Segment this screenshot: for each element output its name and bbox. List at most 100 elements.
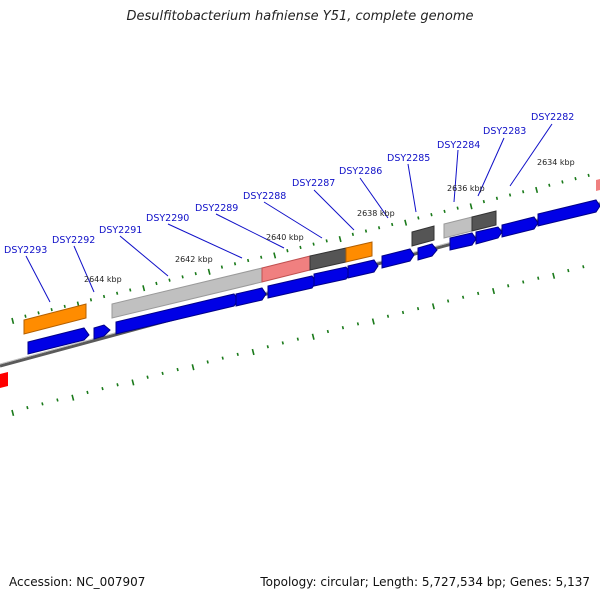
feature-orange[interactable] bbox=[23, 303, 87, 335]
tick-mark bbox=[416, 306, 420, 311]
tick-track-upper bbox=[11, 173, 590, 325]
tick-mark bbox=[326, 329, 330, 334]
tick-mark bbox=[351, 232, 355, 236]
feature-track bbox=[0, 179, 600, 388]
cds-arrow[interactable] bbox=[381, 248, 415, 269]
tick-mark bbox=[507, 284, 510, 288]
tick-mark bbox=[206, 360, 209, 364]
tick-mark bbox=[116, 383, 119, 387]
tick-mark bbox=[552, 272, 556, 279]
gene-label-DSY2285[interactable]: DSY2285 bbox=[387, 153, 430, 164]
tick-mark bbox=[443, 209, 446, 214]
cds-arrow[interactable] bbox=[313, 266, 351, 287]
cds-arrow[interactable] bbox=[449, 232, 477, 251]
tick-mark bbox=[89, 298, 93, 302]
tick-mark bbox=[115, 291, 119, 295]
gene-label-DSY2283[interactable]: DSY2283 bbox=[483, 126, 526, 137]
tick-mark bbox=[391, 222, 394, 227]
tick-mark bbox=[582, 265, 585, 269]
tick-mark bbox=[492, 287, 496, 295]
tick-mark bbox=[338, 235, 342, 243]
leader-DSY2285 bbox=[407, 163, 417, 213]
tick-mark bbox=[102, 294, 106, 299]
tick-mark bbox=[181, 275, 184, 279]
position-label-2642: 2642 kbp bbox=[175, 255, 213, 264]
leader-DSY2291 bbox=[119, 235, 169, 277]
tick-mark bbox=[131, 379, 135, 386]
tick-track-lower-a bbox=[11, 265, 585, 417]
cds-arrow[interactable] bbox=[475, 226, 503, 245]
gene-label-DSY2289[interactable]: DSY2289 bbox=[195, 203, 238, 214]
tick-mark bbox=[296, 337, 299, 341]
tick-mark bbox=[281, 341, 284, 345]
topology-label: Topology: circular; Length: 5,727,534 bp… bbox=[260, 575, 590, 589]
position-label-2644: 2644 kbp bbox=[84, 275, 122, 284]
gene-label-DSY2284[interactable]: DSY2284 bbox=[437, 140, 480, 151]
cds-arrow[interactable] bbox=[235, 287, 267, 307]
cds-arrow[interactable] bbox=[537, 199, 600, 227]
leader-DSY2292 bbox=[73, 245, 95, 293]
genome-title: Desulfitobacterium hafniense Y51, comple… bbox=[126, 9, 474, 24]
tick-mark bbox=[251, 348, 255, 356]
gene-label-DSY2291[interactable]: DSY2291 bbox=[99, 225, 142, 236]
cds-arrow[interactable] bbox=[501, 216, 539, 238]
feature-dark-gray-right[interactable] bbox=[471, 210, 497, 232]
feature-dark-gray-small[interactable] bbox=[411, 225, 435, 247]
cds-arrow[interactable] bbox=[347, 259, 379, 279]
tick-mark bbox=[142, 285, 146, 292]
gene-label-DSY2290[interactable]: DSY2290 bbox=[146, 213, 189, 224]
cds-arrow[interactable] bbox=[417, 243, 438, 261]
leader-DSY2282 bbox=[509, 123, 553, 187]
tick-mark bbox=[548, 183, 551, 187]
tick-mark bbox=[325, 239, 328, 243]
cds-track bbox=[27, 199, 600, 355]
gene-label-DSY2293[interactable]: DSY2293 bbox=[4, 245, 47, 256]
tick-mark bbox=[176, 367, 179, 372]
gene-label-DSY2288[interactable]: DSY2288 bbox=[243, 191, 286, 202]
position-label-2636: 2636 kbp bbox=[447, 184, 485, 193]
tick-mark bbox=[161, 371, 164, 376]
tick-mark bbox=[233, 262, 237, 266]
tick-mark bbox=[286, 249, 289, 253]
feature-pink-edge[interactable] bbox=[596, 179, 600, 191]
tick-mark bbox=[146, 375, 149, 379]
cds-arrow[interactable] bbox=[93, 324, 111, 340]
tick-mark bbox=[469, 203, 473, 210]
tick-mark bbox=[477, 291, 480, 296]
gene-label-DSY2282[interactable]: DSY2282 bbox=[531, 112, 574, 123]
tick-mark bbox=[356, 322, 360, 326]
tick-mark bbox=[561, 180, 564, 184]
tick-mark bbox=[371, 318, 375, 325]
cds-arrow[interactable] bbox=[267, 275, 317, 299]
gene-label-DSY2287[interactable]: DSY2287 bbox=[292, 178, 335, 189]
tick-mark bbox=[26, 405, 29, 410]
leader-DSY2293 bbox=[25, 255, 51, 303]
tick-mark bbox=[220, 265, 224, 269]
tick-mark bbox=[86, 390, 89, 395]
cds-arrow[interactable] bbox=[27, 327, 90, 355]
tick-mark bbox=[299, 245, 302, 250]
tick-mark bbox=[386, 314, 390, 318]
feature-red-edge[interactable] bbox=[0, 372, 8, 388]
feature-orange-small[interactable] bbox=[345, 241, 373, 263]
leader-DSY2286 bbox=[359, 177, 389, 219]
tick-mark bbox=[56, 398, 59, 402]
tick-mark bbox=[191, 364, 195, 371]
tick-mark bbox=[431, 303, 435, 310]
position-label-2640: 2640 kbp bbox=[266, 233, 304, 242]
gene-label-DSY2292[interactable]: DSY2292 bbox=[52, 235, 95, 246]
tick-mark bbox=[456, 206, 459, 210]
leader-DSY2288 bbox=[263, 201, 323, 239]
feature-dark-gray[interactable] bbox=[309, 247, 347, 271]
tick-mark bbox=[155, 281, 158, 286]
tick-mark bbox=[482, 199, 485, 204]
tick-mark bbox=[11, 409, 15, 417]
accession-label: Accession: NC_007907 bbox=[9, 575, 146, 589]
tick-mark bbox=[401, 310, 405, 315]
tick-mark bbox=[168, 278, 171, 282]
position-labels: 2644 kbp 2642 kbp 2640 kbp 2638 kbp 2636… bbox=[84, 158, 575, 284]
tick-mark bbox=[41, 402, 44, 406]
tick-mark bbox=[537, 276, 540, 280]
gene-label-DSY2286[interactable]: DSY2286 bbox=[339, 166, 382, 177]
tick-mark bbox=[495, 196, 499, 200]
